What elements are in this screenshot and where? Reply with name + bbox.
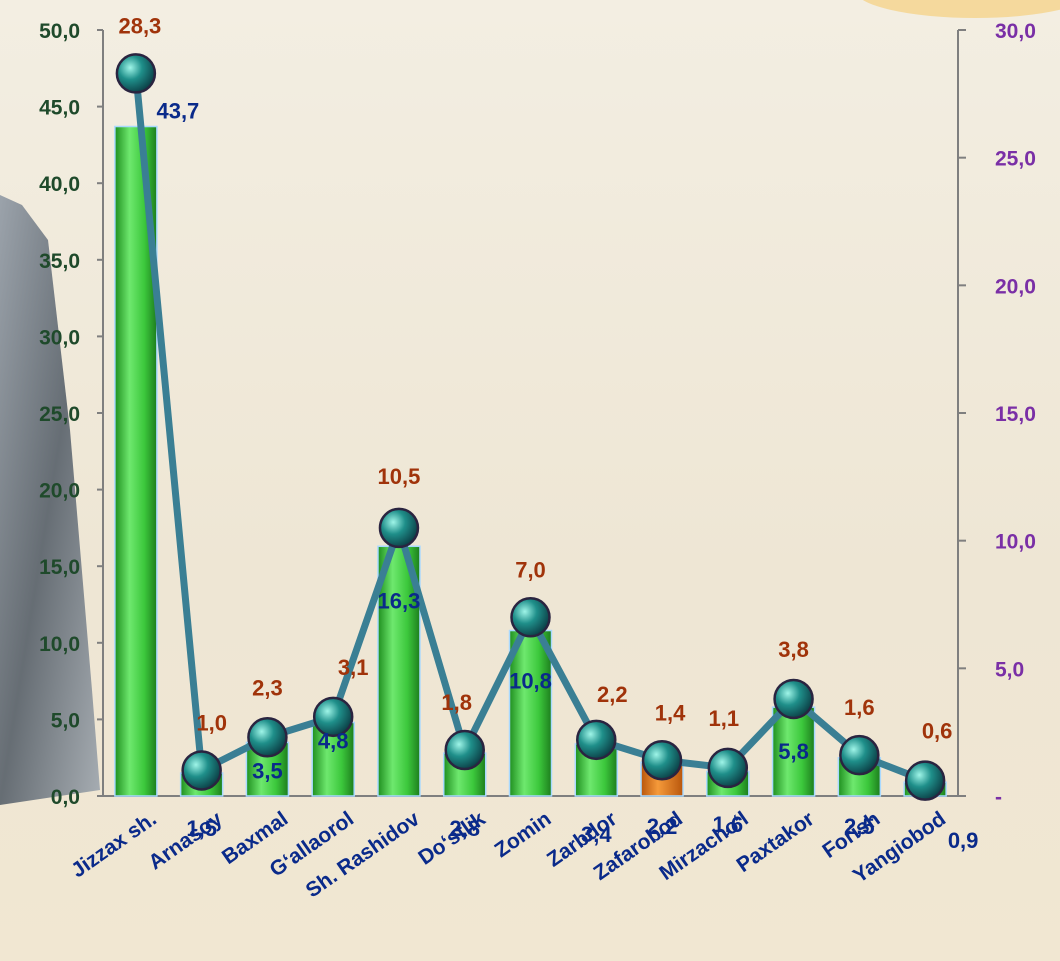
line-value-label: 3,1 <box>338 655 369 680</box>
left-axis-tick-label: 35,0 <box>39 250 80 273</box>
line-marker <box>773 678 814 720</box>
left-axis-tick-label: 0,0 <box>51 786 80 809</box>
line-marker <box>576 719 617 761</box>
right-axis-tick-label: 20,0 <box>995 275 1036 298</box>
bar-value-label: 2,8 <box>449 816 480 841</box>
line-marker <box>904 760 946 801</box>
bar-value-label: 1,6 <box>713 812 744 837</box>
left-axis-tick-label: 20,0 <box>39 480 80 503</box>
line-marker <box>378 507 420 549</box>
bar-value-label: 3,5 <box>252 758 283 783</box>
right-axis-tick-label: 15,0 <box>995 403 1036 426</box>
line-value-label: 0,6 <box>922 719 953 744</box>
line-marker <box>839 734 880 776</box>
line-value-label: 10,5 <box>378 464 421 489</box>
left-axis-tick-label: 25,0 <box>39 403 80 426</box>
line-series <box>115 53 946 801</box>
bar-value-label: 0,9 <box>948 828 979 853</box>
right-axis-tick-label: 30,0 <box>995 20 1036 43</box>
left-axis-tick-label: 5,0 <box>51 709 80 732</box>
data-labels: 43,7 1,5 3,5 4,8 16,3 2,8 10,8 3,4 2,2 1,6 5,8 2,5 0… <box>118 13 978 853</box>
right-axis-tick-label: 10,0 <box>995 531 1036 554</box>
right-axis-tick-label: 25,0 <box>995 148 1036 171</box>
line-value-label: 1,1 <box>709 706 740 731</box>
bar-series <box>114 125 947 797</box>
right-axis-tick-label: 5,0 <box>995 658 1024 681</box>
bar <box>508 629 553 797</box>
bar <box>771 706 816 797</box>
line-marker <box>115 53 157 94</box>
line-value-label: 1,8 <box>441 690 472 715</box>
left-axis-tick-label: 15,0 <box>39 556 80 579</box>
line-value-label: 2,2 <box>597 682 628 707</box>
line-value-label: 1,6 <box>844 695 875 720</box>
background-glow <box>862 0 1060 18</box>
right-axis-tick-label: - <box>995 786 1002 809</box>
bar <box>377 545 421 797</box>
left-axis-tick-label: 40,0 <box>39 173 80 196</box>
left-axis-tick-label: 45,0 <box>39 97 80 120</box>
line-value-label: 1,0 <box>196 710 227 735</box>
line-marker <box>444 729 485 771</box>
bar-value-label: 2,5 <box>844 814 875 839</box>
bar-value-label: 10,8 <box>509 669 552 694</box>
line-marker <box>641 740 683 781</box>
bar-value-label: 16,3 <box>378 588 421 613</box>
line-value-label: 7,0 <box>515 557 546 582</box>
bar-value-label: 1,5 <box>186 816 217 841</box>
line-marker <box>247 717 288 758</box>
line-value-label: 3,8 <box>778 637 809 662</box>
category-label: Jizzax sh. <box>67 807 161 882</box>
line-value-label: 28,3 <box>118 13 161 38</box>
bar-value-label: 2,2 <box>647 814 678 839</box>
left-axis-tick-label: 30,0 <box>39 326 80 349</box>
background-photo <box>0 195 100 805</box>
line-marker <box>707 747 749 789</box>
line-marker <box>181 750 222 791</box>
bar-value-label: 5,8 <box>778 739 809 764</box>
line-value-label: 1,4 <box>655 700 686 725</box>
bar-value-label: 4,8 <box>318 728 349 753</box>
left-axis-tick-label: 50,0 <box>39 20 80 43</box>
line-value-label: 2,3 <box>252 675 283 700</box>
category-label: Sh. Rashidov <box>302 807 424 902</box>
bar-value-label: 43,7 <box>156 99 199 124</box>
line-marker <box>312 696 354 738</box>
line-marker <box>510 597 551 638</box>
bar-value-label: 3,4 <box>581 822 612 847</box>
left-axis-tick-label: 10,0 <box>39 633 80 656</box>
